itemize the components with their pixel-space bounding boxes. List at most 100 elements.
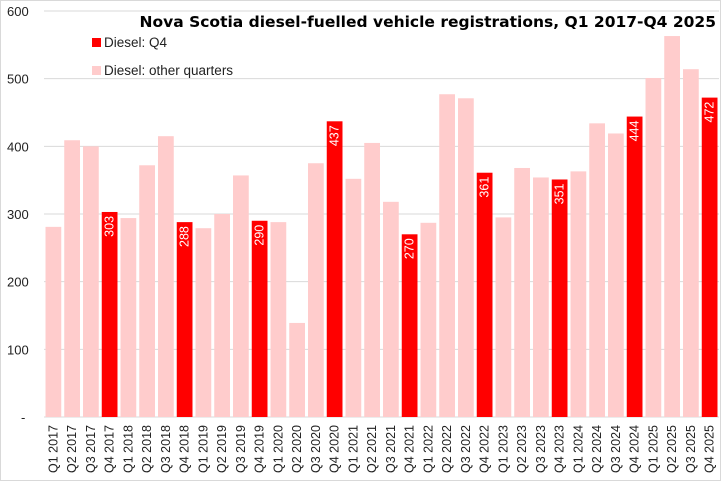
bar-other-q2-2017: [64, 140, 80, 418]
bar-other-q2-2020: [289, 322, 305, 417]
x-tick-label: Q1 2019: [196, 425, 210, 473]
x-tick-label: Q2 2021: [365, 425, 379, 473]
x-tick-label: Q2 2024: [590, 425, 604, 473]
data-label: 361: [478, 177, 492, 198]
gridlines: [44, 10, 719, 418]
x-tick-label: Q1 2021: [346, 425, 360, 473]
bar-q4-q4-2018: [176, 222, 193, 417]
y-tick-label: -: [21, 410, 25, 425]
x-tick-label: Q1 2018: [121, 425, 135, 473]
y-tick-label: 600: [7, 4, 29, 19]
x-tick-label: Q2 2023: [515, 425, 529, 473]
bar-other-q2-2025: [664, 36, 680, 417]
x-tick-label: Q2 2025: [665, 425, 679, 473]
data-label: 288: [178, 226, 192, 247]
x-axis-ticks: Q1 2017 Q2 2017 Q3 2017 Q4 2017 Q1 2018 Q2 20…: [46, 425, 716, 473]
x-tick-label: Q3 2025: [684, 425, 698, 473]
bar-q4-q4-2025: [701, 97, 718, 418]
chart-title: Nova Scotia diesel-fuelled vehicle regis…: [139, 13, 716, 31]
legend-label-other-quarters: Diesel: other quarters: [104, 63, 233, 78]
data-label: 351: [553, 183, 567, 204]
x-tick-label: Q1 2024: [571, 425, 585, 473]
bar-q4-q4-2020: [326, 121, 343, 418]
bar-other-q1-2025: [645, 77, 662, 418]
bar-other-q1-2022: [420, 222, 437, 417]
bar-other-q1-2020: [270, 222, 287, 417]
x-tick-label: Q1 2022: [421, 425, 435, 473]
x-tick-label: Q3 2022: [459, 425, 473, 473]
x-tick-label: Q3 2024: [609, 425, 623, 473]
x-tick-label: Q2 2019: [215, 425, 229, 473]
bar-other-q3-2021: [383, 201, 399, 417]
x-tick-label: Q2 2017: [65, 425, 79, 473]
legend-swatch-q4: [92, 38, 101, 47]
x-tick-label: Q1 2025: [646, 425, 660, 473]
data-label: 303: [103, 216, 117, 237]
legend-label-q4: Diesel: Q4: [104, 35, 168, 50]
bar-other-q3-2022: [458, 98, 474, 417]
bar-q4-q4-2022: [476, 172, 493, 417]
data-label: 472: [703, 102, 717, 123]
bar-other-q3-2018: [158, 136, 174, 417]
bar-other-q2-2021: [364, 142, 380, 417]
x-tick-label: Q2 2022: [440, 425, 454, 473]
data-label: 444: [628, 121, 642, 142]
bar-other-q2-2018: [139, 165, 155, 417]
bar-other-q1-2019: [195, 228, 212, 417]
y-axis-ticks: - 100 200 300 400 500 600: [7, 4, 29, 425]
bar-other-q2-2024: [589, 123, 605, 417]
bar-other-q2-2022: [439, 94, 455, 417]
x-tick-label: Q4 2022: [478, 425, 492, 473]
x-tick-label: Q2 2020: [290, 425, 304, 473]
x-tick-label: Q4 2019: [253, 425, 267, 473]
bar-other-q1-2018: [120, 218, 137, 417]
bar-other-q3-2017: [83, 146, 99, 417]
bar-other-q2-2023: [514, 167, 530, 417]
bar-other-q1-2023: [495, 217, 512, 417]
x-tick-label: Q1 2020: [271, 425, 285, 473]
bar-other-q1-2021: [345, 178, 362, 417]
bar-q4-q4-2023: [551, 179, 568, 417]
x-tick-label: Q3 2019: [234, 425, 248, 473]
x-tick-label: Q4 2017: [103, 425, 117, 473]
data-label: 437: [328, 125, 342, 146]
bar-q4-q4-2019: [251, 220, 268, 417]
x-tick-label: Q4 2023: [553, 425, 567, 473]
bar-other-q3-2024: [608, 133, 624, 418]
y-tick-label: 400: [7, 139, 29, 154]
bar-q4-q4-2024: [626, 116, 643, 417]
legend: Diesel: Q4 Diesel: other quarters: [92, 35, 233, 78]
x-tick-label: Q1 2023: [496, 425, 510, 473]
y-tick-label: 100: [7, 342, 29, 357]
bar-other-q3-2023: [533, 177, 549, 417]
x-tick-label: Q2 2018: [140, 425, 154, 473]
x-tick-label: Q3 2018: [159, 425, 173, 473]
x-tick-label: Q3 2021: [384, 425, 398, 473]
bar-other-q3-2020: [308, 163, 324, 417]
bar-other-q3-2025: [683, 69, 699, 417]
x-tick-label: Q4 2024: [628, 425, 642, 473]
bars: [45, 36, 718, 418]
y-tick-label: 200: [7, 275, 29, 290]
data-label: 290: [253, 225, 267, 246]
y-tick-label: 300: [7, 207, 29, 222]
x-tick-label: Q4 2020: [328, 425, 342, 473]
bar-q4-q4-2017: [101, 211, 118, 417]
x-tick-label: Q3 2020: [309, 425, 323, 473]
x-tick-label: Q4 2018: [178, 425, 192, 473]
data-label: 270: [403, 238, 417, 259]
x-tick-label: Q3 2017: [84, 425, 98, 473]
x-tick-label: Q1 2017: [46, 425, 60, 473]
x-tick-label: Q3 2023: [534, 425, 548, 473]
x-tick-label: Q4 2025: [703, 425, 717, 473]
bar-other-q1-2024: [570, 171, 587, 417]
bar-other-q1-2017: [45, 226, 62, 417]
data-labels: 303 288 290 437 270 361 351 444 472: [103, 102, 717, 260]
bar-other-q2-2019: [214, 214, 230, 417]
y-tick-label: 500: [7, 72, 29, 87]
bar-other-q3-2019: [233, 175, 249, 417]
bar-q4-q4-2021: [401, 234, 418, 417]
legend-swatch-other-quarters: [92, 66, 101, 75]
